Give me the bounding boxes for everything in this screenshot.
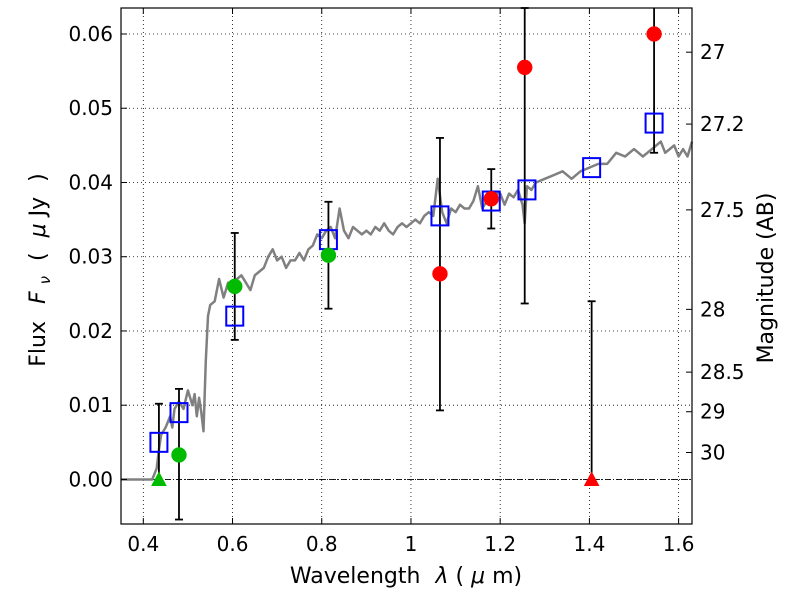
square-marker — [225, 305, 245, 327]
circle-marker — [516, 59, 533, 76]
y2-tick-label: 27.2 — [700, 112, 745, 136]
y-axis-paren-close: ) — [26, 173, 51, 182]
x-tick-label: 1 — [405, 532, 418, 556]
grid — [121, 8, 692, 524]
square-marker — [644, 112, 664, 134]
model-sed — [121, 140, 694, 481]
x-tick-label: 0.8 — [306, 532, 338, 556]
error-bars — [154, 7, 659, 521]
x-tick-label: 0.6 — [217, 532, 249, 556]
triangle-marker — [583, 471, 600, 486]
markers — [149, 26, 664, 486]
y-tick-label: 0.00 — [68, 467, 113, 491]
y-tick-label: 0.01 — [68, 393, 113, 417]
circle-marker — [227, 278, 243, 295]
y2-tick-label: 27 — [700, 40, 725, 64]
y2-tick-label: 27.5 — [700, 198, 745, 222]
x-axis-label-text: Wavelength — [290, 564, 421, 589]
y-tick-label: 0.02 — [68, 319, 113, 343]
triangle-marker — [151, 471, 167, 486]
y-axis-paren-open: ( — [26, 252, 51, 261]
y2-tick-label: 30 — [700, 440, 725, 464]
y2-tick-label: 28.5 — [700, 360, 745, 384]
square-marker — [430, 205, 450, 227]
y-tick-label: 0.05 — [68, 96, 113, 120]
circle-marker — [646, 26, 662, 42]
x-tick-label: 1.6 — [663, 532, 695, 556]
y2-tick-label: 29 — [700, 400, 725, 424]
y-axis-symbol: F — [26, 291, 51, 304]
sed-line — [121, 140, 694, 481]
x-axis-unit-open: ( — [455, 564, 464, 589]
x-axis-unit-mu: μ — [470, 564, 485, 589]
ticks: 0.4 0.6 0.8 1 1.2 1.4 1.6 0.00 0.01 0.02 0.03 0.04 0… — [68, 8, 745, 556]
square-marker — [149, 431, 169, 453]
y2-tick-label: 28 — [700, 297, 725, 321]
circle-marker — [483, 191, 500, 207]
plot-border — [120, 7, 693, 525]
y-tick-label: 0.03 — [68, 245, 113, 269]
circle-marker — [171, 447, 187, 463]
circle-marker — [432, 266, 448, 282]
x-axis-label: Wavelength λ ( μ m) — [290, 564, 522, 589]
x-axis-symbol: λ — [434, 564, 448, 589]
y-axis-label: Flux F ν ( μ Jy ) — [26, 173, 56, 366]
x-tick-label: 1.4 — [573, 532, 605, 556]
square-marker — [582, 157, 602, 179]
y-tick-label: 0.04 — [68, 170, 113, 194]
y-axis-label-text: Flux — [26, 321, 51, 367]
x-tick-label: 1.2 — [484, 532, 516, 556]
y2-axis-label: Magnitude (AB) — [754, 193, 779, 364]
y-tick-label: 0.06 — [68, 22, 113, 46]
x-axis-unit-rest: m) — [492, 564, 522, 589]
y-axis-unit-mu: μ — [26, 223, 51, 238]
plot-frame — [120, 7, 693, 525]
x-tick-label: 0.4 — [127, 532, 159, 556]
y-axis-symbol-sub: ν — [36, 276, 54, 284]
square-marker — [169, 402, 189, 424]
circle-marker — [320, 247, 337, 263]
y-axis-unit-rest: Jy — [26, 197, 51, 219]
square-marker — [517, 179, 537, 201]
